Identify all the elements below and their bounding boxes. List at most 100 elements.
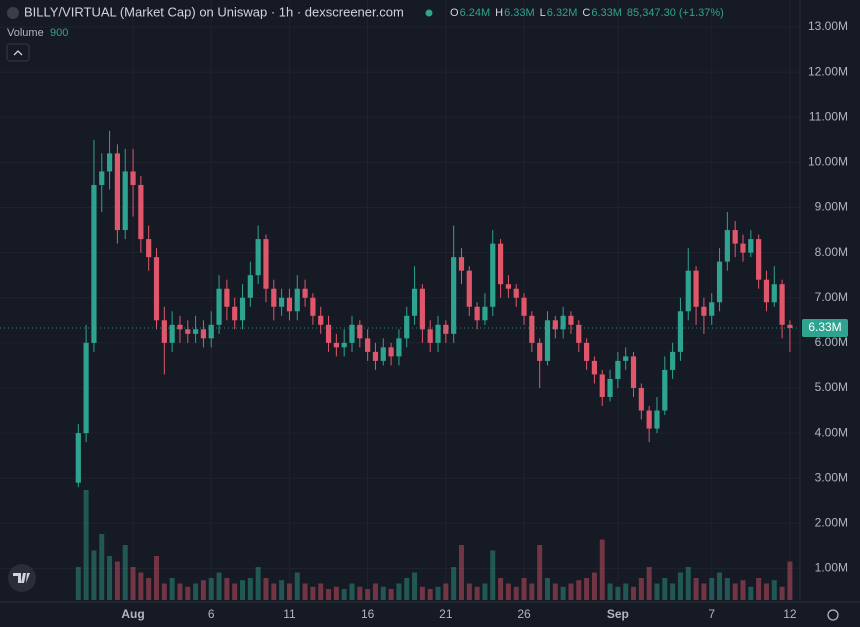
volume-bar — [271, 583, 277, 600]
candle-body — [208, 324, 214, 339]
volume-bar — [662, 578, 668, 600]
volume-bar — [107, 556, 113, 600]
volume-bar — [224, 578, 230, 600]
candle-body — [255, 239, 261, 276]
candle-body — [544, 320, 551, 361]
candle-body — [662, 369, 668, 411]
ohlc-value: 6.24M — [460, 7, 491, 19]
volume-bar — [122, 545, 128, 600]
candle-body — [294, 288, 300, 312]
chart-title: BILLY/VIRTUAL (Market Cap) on Uniswap · … — [24, 4, 404, 19]
volume-bar — [771, 580, 777, 600]
volume-bar — [302, 583, 308, 600]
volume-bar — [318, 583, 324, 600]
volume-bar — [599, 539, 605, 600]
volume-bar — [255, 567, 261, 600]
change-value: 85,347.30 (+1.37%) — [627, 7, 724, 19]
volume-bar — [435, 586, 441, 600]
candle-body — [91, 184, 97, 343]
candle-body — [537, 342, 543, 361]
candle-body — [599, 374, 605, 397]
candle-body — [779, 284, 785, 325]
candle-body — [419, 288, 425, 330]
candle-body — [568, 315, 574, 325]
candle-body — [161, 320, 167, 343]
candle-body — [193, 329, 199, 334]
candle-body — [521, 297, 527, 316]
volume-bar — [576, 580, 582, 600]
settings-icon[interactable] — [827, 609, 839, 621]
candle-body — [529, 315, 535, 343]
candle-body — [771, 284, 777, 303]
y-tick-label: 11.00M — [809, 109, 848, 123]
candle-body — [685, 270, 691, 312]
candle-body — [552, 320, 558, 330]
volume-bar — [670, 583, 676, 600]
volume-bar — [537, 545, 543, 600]
candle-body — [388, 347, 394, 357]
candle-body — [271, 288, 277, 307]
volume-bar — [349, 583, 355, 600]
volume-bar — [646, 567, 652, 600]
candle-body — [411, 288, 418, 316]
collapse-button[interactable] — [6, 43, 30, 62]
volume-bar — [607, 583, 613, 600]
volume-bar — [552, 583, 558, 600]
candle-body — [224, 288, 230, 307]
volume-bar — [474, 586, 480, 600]
candle-body — [623, 356, 629, 361]
volume-bar — [466, 583, 472, 600]
candle-body — [724, 230, 730, 262]
candle-body — [122, 171, 128, 231]
volume-bar — [200, 580, 206, 600]
y-tick-label: 3.00M — [815, 470, 848, 484]
y-tick-label: 10.00M — [808, 155, 848, 169]
candle-body — [106, 153, 113, 172]
candle-body — [638, 387, 644, 411]
volume-bar — [677, 572, 683, 600]
volume-bar — [787, 561, 793, 600]
volume-bar — [490, 550, 496, 600]
candle-body — [153, 257, 160, 321]
volume-bar — [529, 583, 535, 600]
volume-bar — [732, 583, 738, 600]
volume-bar — [513, 586, 519, 600]
candle-body — [591, 360, 598, 375]
ohlc-value: 6.32M — [547, 7, 578, 19]
candle-body — [787, 324, 793, 328]
candle-body — [740, 243, 746, 253]
candle-body — [263, 239, 269, 289]
volume-bar — [154, 556, 159, 600]
candle-body — [310, 297, 316, 316]
candle-body — [654, 410, 660, 429]
candle-body — [130, 171, 136, 185]
candle-body — [232, 306, 238, 321]
y-tick-label: 4.00M — [815, 425, 848, 439]
candle-body — [709, 302, 715, 316]
candle-body — [451, 257, 457, 334]
volume-bar — [505, 583, 511, 600]
candle-body — [333, 342, 339, 348]
volume-bar — [451, 567, 457, 600]
volume-bar — [740, 580, 746, 600]
candle-body — [200, 329, 207, 339]
volume-bar — [717, 572, 723, 600]
candle-body — [748, 239, 754, 253]
x-tick-label: Aug — [121, 607, 144, 621]
volume-bar — [208, 578, 214, 600]
volume-bar — [240, 580, 246, 600]
ohlc-value: 6.33M — [591, 7, 622, 19]
volume-bar — [91, 550, 97, 600]
candle-body — [630, 356, 637, 388]
candle-body — [99, 171, 105, 185]
volume-bar — [623, 583, 629, 600]
volume-bar — [114, 561, 120, 600]
ohlc-key: O — [450, 7, 459, 19]
volume-bar — [294, 572, 300, 600]
volume-bar — [654, 583, 660, 600]
last-price-tag — [802, 318, 848, 337]
candle-body — [435, 324, 441, 343]
ohlc-value: 6.33M — [504, 7, 535, 19]
volume-bar — [279, 580, 285, 600]
